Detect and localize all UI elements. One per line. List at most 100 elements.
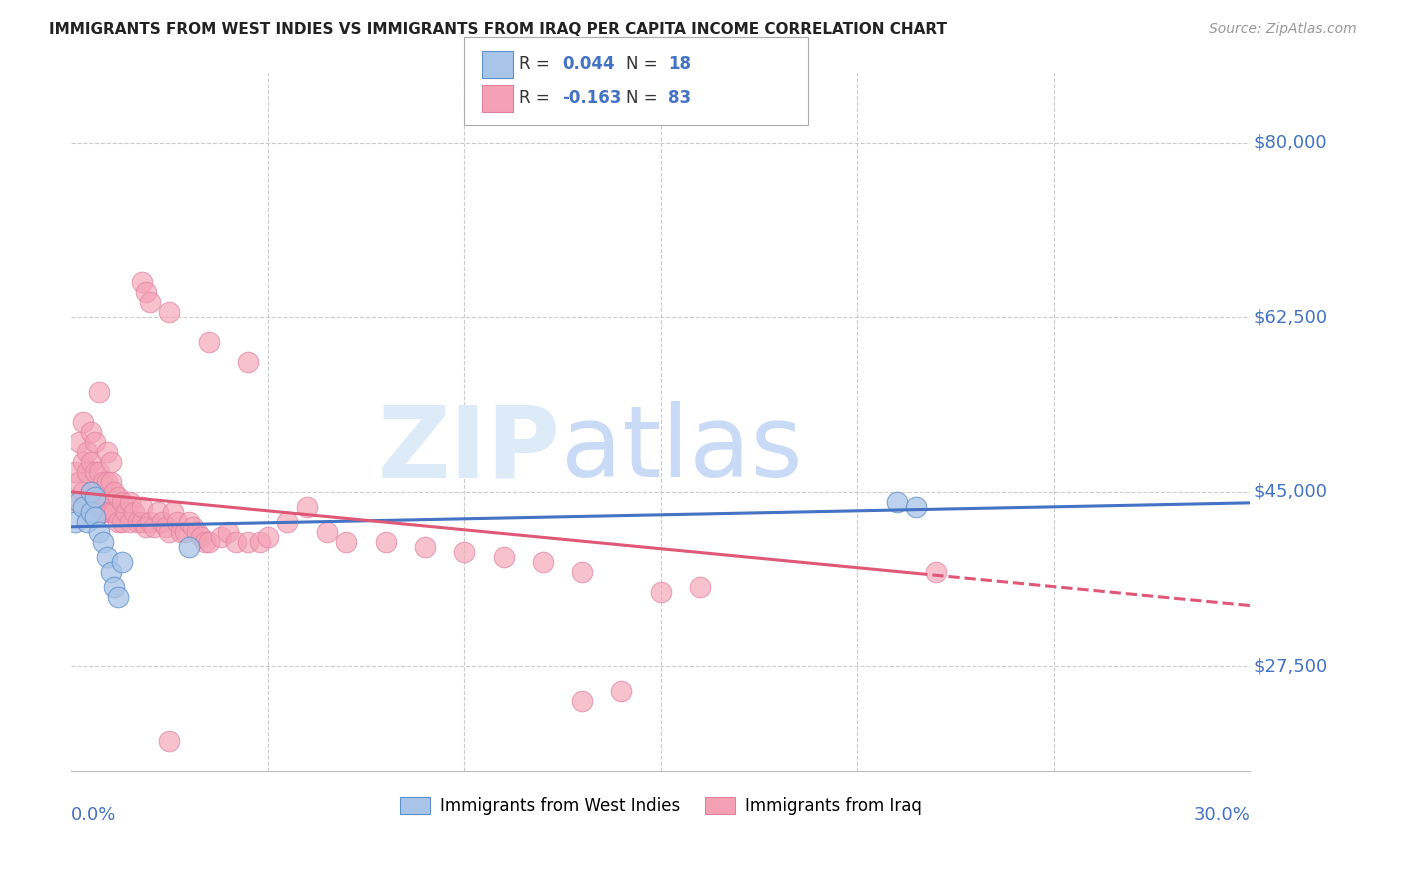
Point [131,276,153,290]
Point [131,515,153,529]
Text: $45,000: $45,000 [1254,483,1327,501]
Point [91,475,114,489]
Point [159,305,181,319]
Point [159,524,181,539]
Point [217,524,239,539]
Point [103,580,125,594]
Point [170,524,193,539]
Point [689,580,711,594]
Point [76,465,98,479]
Point [166,515,188,529]
Point [72,455,94,469]
Point [650,584,672,599]
Point [87,465,110,479]
Point [190,530,212,544]
Point [80,484,103,499]
Point [209,530,232,544]
Point [610,684,633,698]
Point [492,549,515,564]
Point [96,549,118,564]
Point [120,515,142,529]
Point [150,515,173,529]
Point [80,505,103,519]
Text: R =: R = [519,89,550,107]
Point [181,520,204,534]
Point [197,534,219,549]
Point [96,475,118,489]
Point [127,515,149,529]
Text: 18: 18 [668,55,690,73]
Point [76,445,98,459]
Point [142,520,165,534]
Point [146,505,169,519]
Point [413,540,436,554]
Text: 30.0%: 30.0% [1194,806,1250,824]
Point [571,694,593,708]
Text: N =: N = [626,55,657,73]
Point [83,435,105,450]
Point [135,285,157,300]
Point [256,530,278,544]
Text: 0.044: 0.044 [562,55,614,73]
Point [72,415,94,429]
Point [374,534,396,549]
Point [96,445,118,459]
Text: ZIP: ZIP [378,401,561,499]
Point [107,515,129,529]
Point [80,455,103,469]
Point [67,495,90,509]
Point [87,524,110,539]
Text: atlas: atlas [561,401,803,499]
Point [139,295,162,310]
Point [186,524,208,539]
Point [162,505,184,519]
Point [87,495,110,509]
Point [63,465,86,479]
Point [83,490,105,504]
Point [174,524,197,539]
Point [453,545,475,559]
Point [120,495,142,509]
Point [100,505,122,519]
Point [236,355,259,369]
Point [122,505,145,519]
Point [155,520,177,534]
Text: $62,500: $62,500 [1254,309,1327,326]
Point [531,555,554,569]
Text: R =: R = [519,55,550,73]
Point [131,500,153,514]
Point [886,495,908,509]
Point [76,515,98,529]
Point [63,495,86,509]
Point [111,495,134,509]
Point [100,565,122,579]
Text: Source: ZipAtlas.com: Source: ZipAtlas.com [1209,22,1357,37]
Point [194,534,217,549]
Point [925,565,948,579]
Text: -0.163: -0.163 [562,89,621,107]
Point [179,540,201,554]
Point [72,484,94,499]
Point [111,515,134,529]
Point [91,534,114,549]
Text: 83: 83 [668,89,690,107]
Point [103,484,125,499]
Point [100,455,122,469]
Point [72,500,94,514]
Point [179,515,201,529]
Point [115,505,138,519]
Point [87,385,110,400]
Point [111,555,134,569]
Point [83,465,105,479]
Point [83,509,105,524]
Point [96,505,118,519]
Legend: Immigrants from West Indies, Immigrants from Iraq: Immigrants from West Indies, Immigrants … [394,790,928,822]
Text: $80,000: $80,000 [1254,134,1327,152]
Point [103,505,125,519]
Point [107,490,129,504]
Point [295,500,318,514]
Point [63,515,86,529]
Point [159,734,181,748]
Text: N =: N = [626,89,657,107]
Text: $27,500: $27,500 [1254,657,1329,675]
